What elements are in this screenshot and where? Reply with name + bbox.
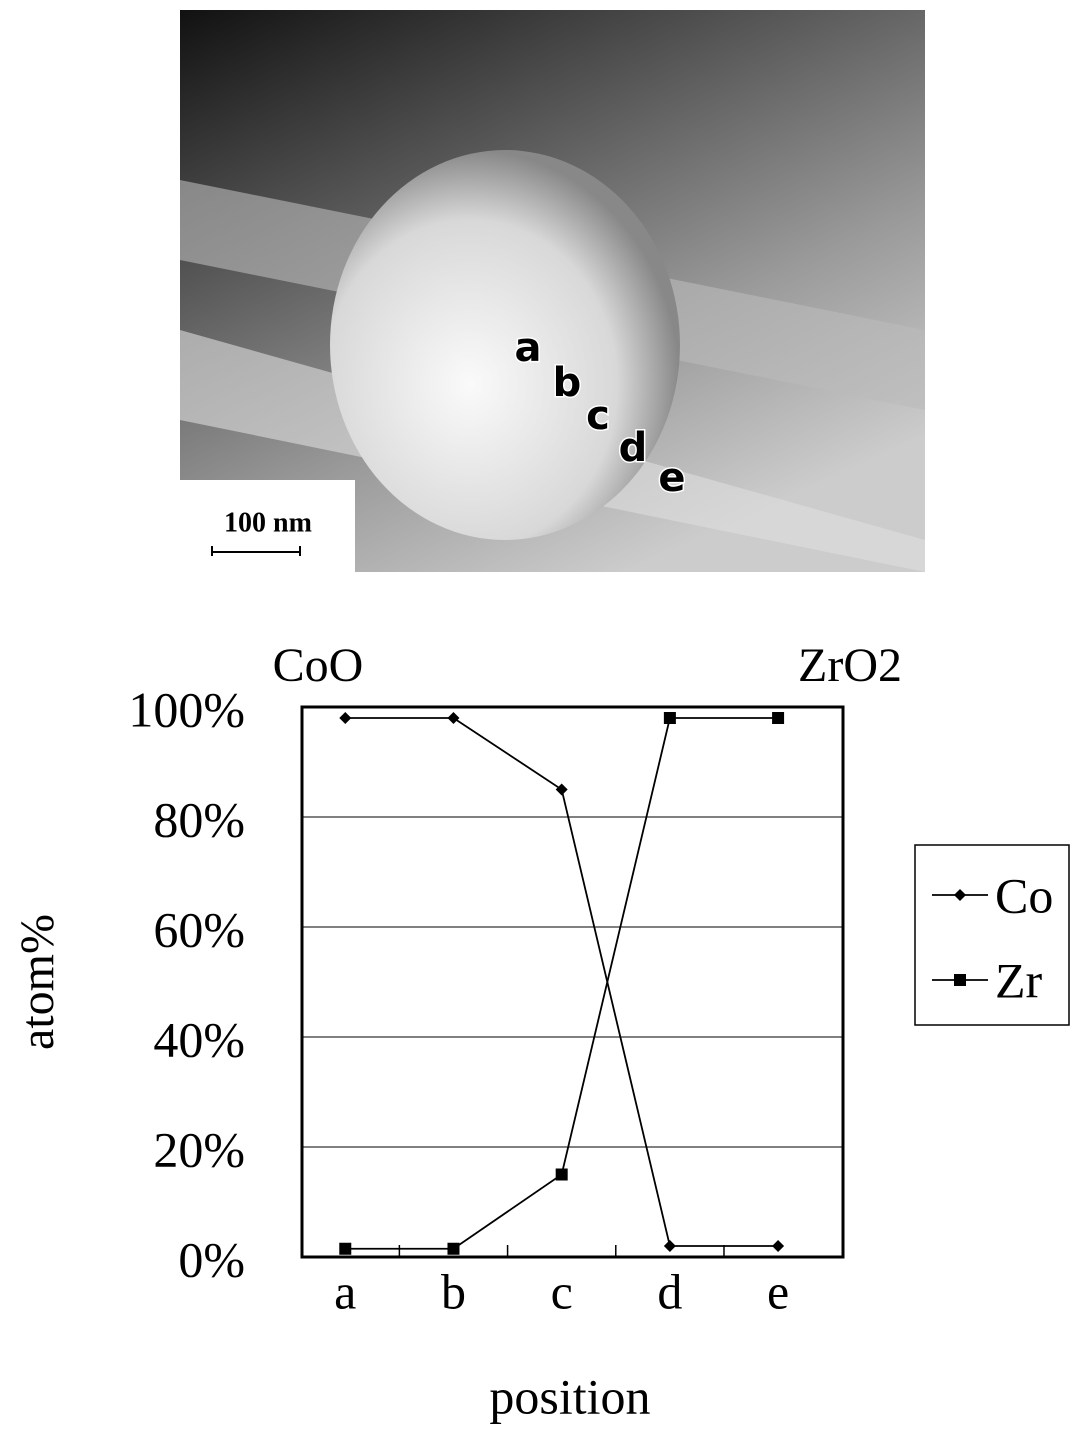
x-tick-label: b (441, 1263, 466, 1319)
point (664, 1240, 676, 1252)
figure: 100 nm a b c d e CoO ZrO2 position atom%… (0, 0, 1071, 1430)
y-tick-label: 20% (153, 1121, 245, 1177)
annotation: ZrO2 (798, 639, 902, 692)
y-tick-label: 100% (128, 681, 245, 737)
point (772, 1240, 784, 1252)
annotation: CoO (273, 639, 364, 692)
point (447, 1243, 459, 1255)
y-tick-label: 40% (153, 1011, 245, 1067)
legend-marker (954, 974, 966, 986)
point (772, 712, 784, 724)
y-tick-label: 0% (178, 1231, 245, 1287)
micrograph: 100 nm a b c d e (180, 10, 925, 572)
point (339, 712, 351, 724)
y-tick-label: 60% (153, 901, 245, 957)
x-tick-label: c (551, 1263, 573, 1319)
point-label: c (586, 393, 610, 439)
y-tick-label: 80% (153, 791, 245, 847)
point (339, 1243, 351, 1255)
legend-label: Zr (995, 952, 1043, 1008)
x-axis-title: position (489, 1368, 650, 1424)
point (556, 784, 568, 796)
page: {"image": {"labels": ["a", "b", "c", "d"… (0, 0, 1071, 1430)
scale-label: 100 nm (224, 507, 312, 538)
point-label: e (658, 455, 685, 501)
point (664, 712, 676, 724)
point-label: d (619, 425, 648, 471)
x-tick-label: d (657, 1263, 682, 1319)
particle (330, 150, 680, 540)
point (447, 712, 459, 724)
x-tick-label: e (767, 1263, 789, 1319)
line (345, 718, 778, 1246)
legend-label: Co (995, 867, 1053, 923)
point-label: a (515, 325, 542, 371)
point (556, 1169, 568, 1181)
plot-frame (302, 707, 843, 1257)
y-axis-title: atom% (11, 914, 64, 1050)
x-tick-label: a (334, 1263, 356, 1319)
point-label: b (553, 360, 582, 406)
